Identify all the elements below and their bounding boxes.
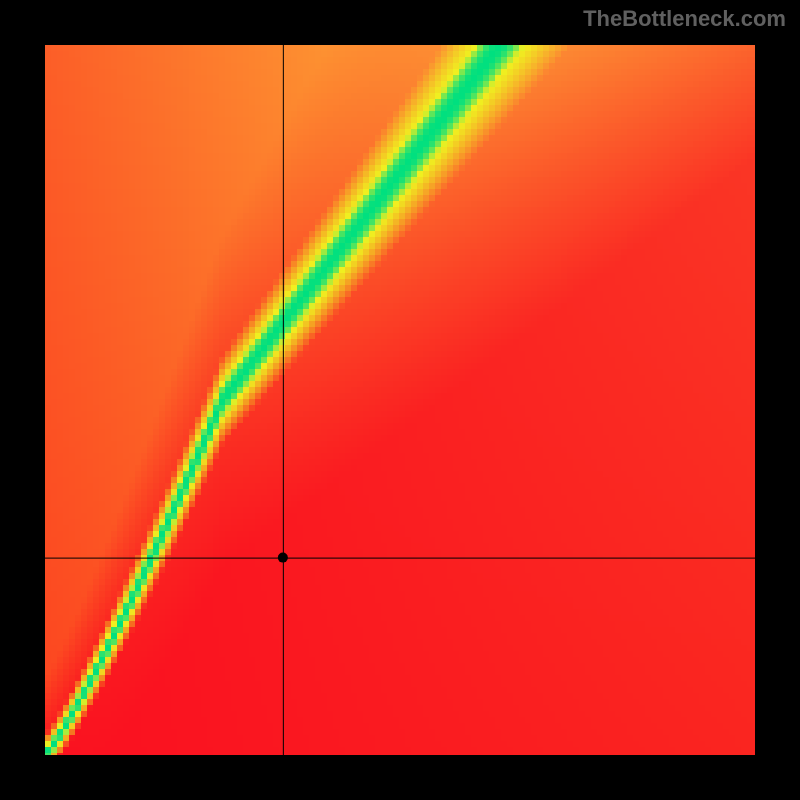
watermark-text: TheBottleneck.com <box>583 6 786 32</box>
chart-container: TheBottleneck.com <box>0 0 800 800</box>
crosshair-overlay <box>45 45 755 755</box>
